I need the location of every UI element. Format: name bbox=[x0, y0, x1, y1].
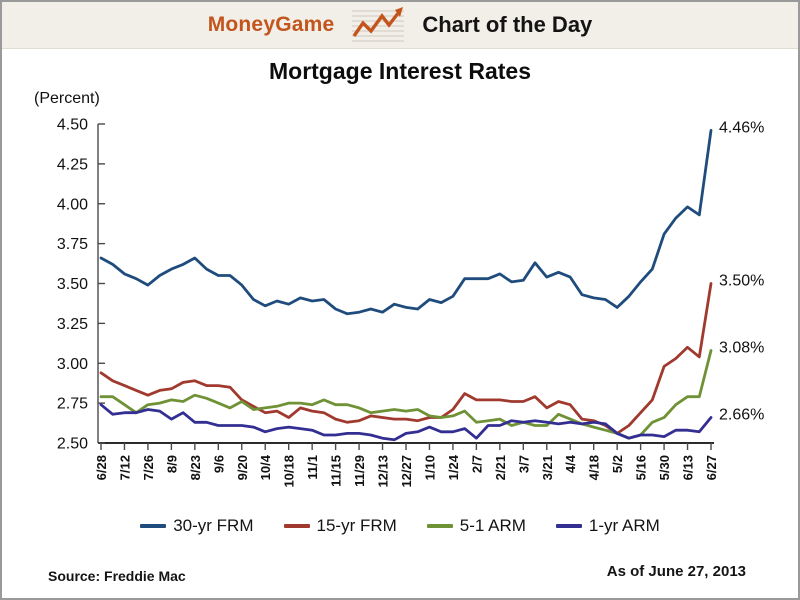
x-tick-label: 11/1 bbox=[305, 455, 320, 480]
x-tick-label: 7/12 bbox=[117, 455, 132, 480]
legend-item-30-yr-frm: 30-yr FRM bbox=[140, 516, 254, 536]
x-tick-label: 8/23 bbox=[188, 455, 203, 480]
y-tick-label: 3.50 bbox=[57, 276, 88, 293]
legend-label: 15-yr FRM bbox=[316, 516, 397, 535]
y-tick-label: 2.75 bbox=[57, 396, 88, 413]
x-tick-label: 7/26 bbox=[141, 455, 156, 480]
x-tick-label: 5/30 bbox=[657, 455, 672, 480]
x-tick-label: 5/16 bbox=[634, 455, 649, 480]
x-tick-label: 8/9 bbox=[164, 455, 179, 473]
y-tick-label: 3.00 bbox=[57, 356, 88, 373]
x-tick-label: 4/18 bbox=[587, 455, 602, 480]
x-tick-label: 2/21 bbox=[493, 455, 508, 480]
legend-color-dash bbox=[555, 524, 582, 528]
y-tick-label: 4.00 bbox=[57, 196, 88, 213]
legend: 30-yr FRM 15-yr FRM 5-1 ARM 1-yr ARM bbox=[2, 516, 798, 536]
series-end-label: 2.66% bbox=[719, 406, 764, 423]
x-tick-label: 12/13 bbox=[376, 455, 391, 488]
series-line-5-1-arm bbox=[99, 349, 713, 440]
legend-item-5-1-arm: 5-1 ARM bbox=[426, 516, 526, 536]
header-banner: MoneyGame Chart of the Day bbox=[2, 2, 798, 49]
x-tick-label: 9/6 bbox=[211, 455, 226, 473]
x-tick-label: 6/13 bbox=[681, 455, 696, 480]
x-tick-label: 2/7 bbox=[469, 455, 484, 473]
x-tick-label: 1/24 bbox=[446, 454, 461, 480]
as-of-date: As of June 27, 2013 bbox=[606, 563, 746, 580]
legend-label: 30-yr FRM bbox=[173, 516, 254, 535]
x-tick-label: 3/21 bbox=[540, 455, 555, 480]
x-tick-label: 6/28 bbox=[94, 455, 109, 480]
legend-color-dash bbox=[283, 524, 310, 528]
y-axis-unit-label: (Percent) bbox=[34, 90, 100, 107]
y-tick-label: 4.25 bbox=[57, 156, 88, 173]
trend-arrow-icon bbox=[350, 5, 406, 45]
x-tick-label: 10/4 bbox=[258, 454, 273, 480]
y-tick-label: 3.75 bbox=[57, 236, 88, 253]
legend-item-1-yr-arm: 1-yr ARM bbox=[555, 516, 660, 536]
series-end-label: 3.08% bbox=[719, 339, 764, 356]
x-tick-label: 5/2 bbox=[610, 455, 625, 473]
x-tick-label: 9/20 bbox=[235, 455, 250, 480]
legend-color-dash bbox=[140, 524, 167, 528]
x-tick-label: 3/7 bbox=[516, 455, 531, 473]
x-tick-label: 11/29 bbox=[352, 455, 367, 487]
legend-item-15-yr-frm: 15-yr FRM bbox=[283, 516, 397, 536]
x-tick-label: 4/4 bbox=[563, 454, 578, 473]
series-line-30-yr-frm bbox=[99, 128, 713, 316]
banner-title: Chart of the Day bbox=[422, 12, 593, 37]
series-end-label: 4.46% bbox=[719, 119, 764, 136]
x-tick-label: 11/15 bbox=[329, 455, 344, 487]
legend-label: 1-yr ARM bbox=[588, 516, 660, 535]
y-tick-label: 4.50 bbox=[57, 117, 88, 134]
series-line-1-yr-arm bbox=[99, 403, 713, 442]
source-note: Source: Freddie Mac bbox=[48, 568, 186, 584]
x-tick-label: 6/27 bbox=[704, 455, 719, 480]
x-tick-label: 12/27 bbox=[399, 455, 414, 488]
legend-color-dash bbox=[426, 524, 453, 528]
x-tick-label: 1/10 bbox=[422, 455, 437, 480]
brand-text: MoneyGame bbox=[207, 13, 335, 36]
x-tick-label: 10/18 bbox=[282, 455, 297, 488]
series-end-label: 3.50% bbox=[719, 273, 764, 290]
y-tick-label: 2.50 bbox=[57, 436, 88, 453]
axes bbox=[97, 123, 714, 450]
chart-title: Mortgage Interest Rates bbox=[268, 58, 531, 84]
legend-label: 5-1 ARM bbox=[459, 516, 526, 535]
y-tick-label: 3.25 bbox=[57, 316, 88, 333]
